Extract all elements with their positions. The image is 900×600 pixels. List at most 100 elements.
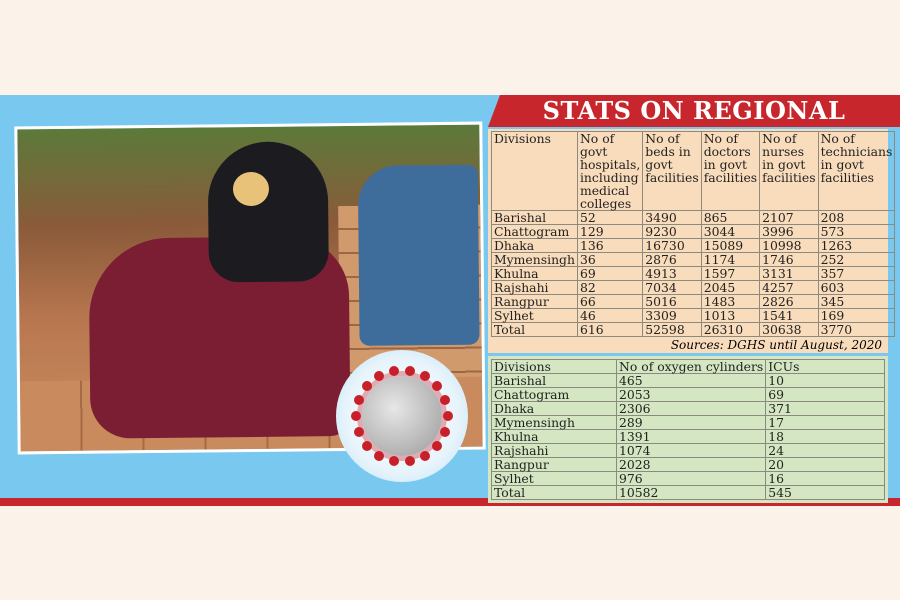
table-cell: Chattogram	[491, 387, 617, 402]
table-cell: 371	[765, 401, 885, 416]
virus-spike	[420, 450, 430, 461]
person-in-jeans	[357, 164, 480, 346]
table-row: Khulna 69 4913 1597 3131 357	[491, 266, 896, 281]
headline: STATS ON REGIONAL DIVIDE	[488, 95, 900, 127]
table-cell: 7034	[642, 280, 702, 295]
table-cell: 10582	[615, 485, 767, 500]
virus-spike	[351, 411, 361, 421]
table-row: Dhaka 136 16730 15089 10998 1263	[491, 238, 896, 253]
table-cell: 208	[817, 210, 896, 225]
table-cell: Barishal	[491, 210, 578, 225]
virus-spike	[440, 395, 451, 406]
table-cell: Rajshahi	[491, 443, 617, 458]
table-cell: 2045	[700, 280, 761, 295]
virus-spike	[440, 426, 451, 437]
virus-spike	[374, 450, 384, 461]
table-cell: 52	[576, 210, 644, 225]
table-cell: 1263	[817, 238, 896, 253]
healthcare-resources-panel: Divisions No of govt hospitals, including…	[488, 129, 896, 353]
healthcare-resources-table: Divisions No of govt hospitals, including…	[491, 131, 896, 337]
table-cell: Rajshahi	[491, 280, 578, 295]
column-header: No of technicians in govt facilities	[817, 131, 896, 211]
table-row: Total 10582 545	[491, 485, 885, 500]
table-cell: 82	[576, 280, 644, 295]
table-cell: Sylhet	[491, 471, 617, 486]
table-cell: 10998	[759, 238, 819, 253]
virus-spike	[432, 381, 443, 392]
table-cell: 17	[765, 415, 885, 430]
face-mask	[232, 171, 270, 207]
virus-spike	[389, 456, 399, 467]
table-cell: 24	[765, 443, 885, 458]
table-row: Dhaka 2306 371	[491, 401, 885, 416]
table-cell: 1746	[759, 252, 819, 267]
table-cell: Khulna	[491, 429, 617, 444]
table-cell: 545	[765, 485, 885, 500]
table-cell: Dhaka	[491, 401, 617, 416]
table-cell: Chattogram	[491, 224, 578, 239]
table-row: Chattogram 129 9230 3044 3996 573	[491, 224, 896, 239]
table-cell: 52598	[642, 322, 702, 337]
table-cell: 3770	[817, 322, 896, 337]
table-cell: 616	[576, 322, 644, 337]
table-cell: 3044	[700, 224, 761, 239]
virus-spike	[353, 395, 364, 406]
source-note: Sources: DGHS until August, 2020	[670, 338, 882, 352]
virus-spike	[353, 426, 364, 437]
column-header: No of nurses in govt facilities	[759, 131, 819, 211]
tables-column: Divisions No of govt hospitals, including…	[488, 129, 896, 503]
table-cell: 15089	[700, 238, 761, 253]
table-cell: 603	[817, 280, 896, 295]
table-cell: Mymensingh	[491, 415, 617, 430]
table-cell: 2876	[642, 252, 702, 267]
table-cell: 2107	[759, 210, 819, 225]
table-cell: 976	[615, 471, 767, 486]
table-cell: 66	[576, 294, 644, 309]
table-cell: 2826	[759, 294, 819, 309]
table-cell: 20	[765, 457, 885, 472]
oxygen-icu-panel: Divisions No of oxygen cylinders ICUs Baris…	[488, 356, 888, 503]
table-cell: 26310	[700, 322, 761, 337]
table-cell: Rangpur	[491, 294, 578, 309]
table-cell: 252	[817, 252, 896, 267]
virus-spike	[374, 371, 384, 382]
table-row: Sylhet 46 3309 1013 1541 169	[491, 308, 896, 323]
virus-spike	[361, 440, 372, 451]
column-header: No of govt hospitals, including medical …	[576, 131, 644, 211]
table-cell: Dhaka	[491, 238, 578, 253]
table-cell: Total	[491, 485, 617, 500]
table-cell: 289	[615, 415, 767, 430]
table-cell: 465	[615, 373, 767, 388]
table-cell: 169	[817, 308, 896, 323]
table-row: Barishal 465 10	[491, 373, 885, 388]
virus-spike	[389, 365, 399, 376]
table-cell: 357	[817, 266, 896, 281]
table-cell: Mymensingh	[491, 252, 578, 267]
table-cell: 16	[765, 471, 885, 486]
virus-core	[362, 376, 442, 456]
virus-spike	[420, 371, 430, 382]
header-row: Divisions No of oxygen cylinders ICUs	[491, 359, 885, 374]
table-row: Khulna 1391 18	[491, 429, 885, 444]
table-cell: Sylhet	[491, 308, 578, 323]
coronavirus-illustration	[336, 350, 468, 482]
table-row: Sylhet 976 16	[491, 471, 885, 486]
table-cell: 136	[576, 238, 644, 253]
table-cell: 10	[765, 373, 885, 388]
table-cell: 4913	[642, 266, 702, 281]
table-cell: 30638	[759, 322, 819, 337]
table-cell: 1483	[700, 294, 761, 309]
virus-spike	[432, 440, 443, 451]
table-row: Mymensingh 289 17	[491, 415, 885, 430]
table-cell: 1541	[759, 308, 819, 323]
virus-spike	[443, 411, 453, 421]
table-cell: 2306	[615, 401, 767, 416]
table-cell: 69	[576, 266, 644, 281]
table-cell: 1013	[700, 308, 761, 323]
table-row: Barishal 52 3490 865 2107 208	[491, 210, 896, 225]
table-row: Rajshahi 82 7034 2045 4257 603	[491, 280, 896, 295]
column-header: No of beds in govt facilities	[642, 131, 702, 211]
table-cell: 1174	[700, 252, 761, 267]
table-cell: 36	[576, 252, 644, 267]
virus-spike	[361, 381, 372, 392]
